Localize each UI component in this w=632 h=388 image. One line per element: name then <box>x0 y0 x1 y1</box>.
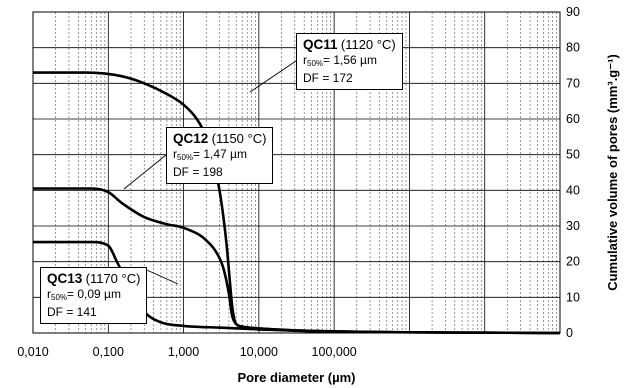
r50-symbol: r <box>47 287 51 301</box>
series-name: QC11 <box>303 37 338 52</box>
x-tick-label: 0,010 <box>17 345 48 359</box>
annotation-qc12: QC12 (1150 °C) r50%= 1,47 µm DF = 198 <box>166 127 274 184</box>
r50-subscript: 50% <box>51 293 68 302</box>
x-tick-label: 0,100 <box>93 345 124 359</box>
data-series <box>33 71 561 335</box>
x-tick-label: 10,000 <box>240 345 278 359</box>
y-tick-label: 50 <box>566 148 580 162</box>
sinter-temperature: (1120 °C) <box>340 37 396 52</box>
r50-value: = 1,56 µm <box>323 53 377 67</box>
plot-frame <box>32 11 561 334</box>
y-tick-label: 60 <box>566 112 580 126</box>
leader-line <box>249 60 297 93</box>
x-axis-title: Pore diameter (µm) <box>237 370 355 385</box>
y-tick-label: 70 <box>566 76 580 90</box>
y-tick-labels: 0 10 20 30 40 50 60 70 80 90 <box>566 5 580 340</box>
x-tick-labels: 0,010 0,100 1,000 10,000 100,000 <box>17 345 356 359</box>
y-tick-label: 40 <box>566 183 580 197</box>
sinter-temperature: (1150 °C) <box>211 131 267 146</box>
y-tick-label: 10 <box>566 290 580 304</box>
x-tick-label: 100,000 <box>312 345 357 359</box>
annotation-qc11: QC11 (1120 °C) r50%= 1,56 µm DF = 172 <box>296 33 403 90</box>
annotation-qc13: QC13 (1170 °C) r50%= 0,09 µm DF = 141 <box>40 267 148 324</box>
y-tick-label: 80 <box>566 41 580 55</box>
leader-line <box>123 154 167 190</box>
y-tick-label: 90 <box>566 5 580 19</box>
r50-subscript: 50% <box>177 153 194 162</box>
series-line-qc13 <box>33 240 561 335</box>
y-axis-title: Cumulative volume of pores (mm³.g⁻¹) <box>605 54 620 291</box>
x-tick-label: 1,000 <box>168 345 199 359</box>
sinter-temperature: (1170 °C) <box>85 271 141 286</box>
r50-symbol: r <box>173 147 177 161</box>
series-name: QC13 <box>47 271 83 286</box>
series-name: QC12 <box>173 131 209 146</box>
df-value: DF = 141 <box>47 305 97 319</box>
y-tick-label: 0 <box>566 326 573 340</box>
y-tick-label: 20 <box>566 255 580 269</box>
y-tick-label: 30 <box>566 219 580 233</box>
df-value: DF = 172 <box>303 71 353 85</box>
df-value: DF = 198 <box>173 165 223 179</box>
r50-symbol: r <box>303 53 307 67</box>
r50-value: = 1,47 µm <box>193 147 247 161</box>
r50-value: = 0,09 µm <box>67 287 121 301</box>
r50-subscript: 50% <box>307 59 324 68</box>
